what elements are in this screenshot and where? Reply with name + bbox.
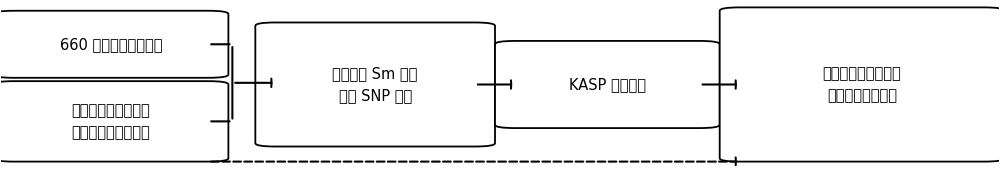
Text: KASP 标记开发: KASP 标记开发 — [569, 77, 646, 92]
FancyBboxPatch shape — [0, 11, 228, 78]
Text: 叶斑病抗性公开数据: 叶斑病抗性公开数据 — [72, 125, 150, 140]
Text: 660 份番茄变异组数据: 660 份番茄变异组数据 — [60, 37, 162, 52]
FancyBboxPatch shape — [255, 22, 495, 147]
FancyBboxPatch shape — [495, 41, 720, 128]
Text: 种质资源及商品种群: 种质资源及商品种群 — [823, 66, 901, 81]
Text: 部分番茄品种资源灰: 部分番茄品种资源灰 — [72, 103, 150, 118]
FancyBboxPatch shape — [720, 7, 1000, 162]
FancyBboxPatch shape — [0, 81, 228, 162]
Text: 目标基因 Sm 区域: 目标基因 Sm 区域 — [332, 66, 418, 81]
Text: 通用 SNP 位点: 通用 SNP 位点 — [339, 88, 412, 103]
Text: 体分析与标记验证: 体分析与标记验证 — [827, 88, 897, 103]
